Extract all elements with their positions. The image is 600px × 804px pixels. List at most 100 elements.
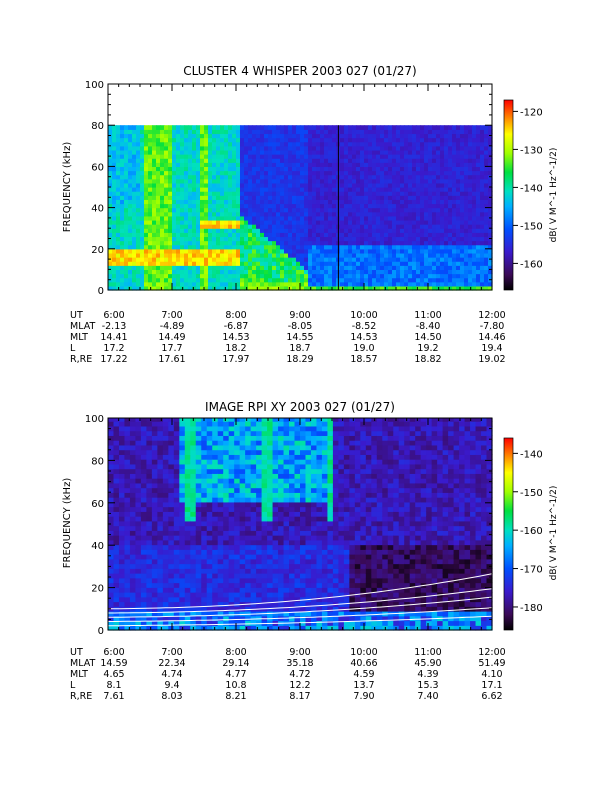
heatmap-cell <box>132 166 137 171</box>
heatmap-cell <box>113 473 119 478</box>
heatmap-cell <box>232 241 237 246</box>
heatmap-cell <box>348 228 353 233</box>
heatmap-cell <box>440 232 445 237</box>
heatmap-cell <box>130 578 136 583</box>
heatmap-cell <box>164 150 169 155</box>
heatmap-cell <box>448 212 453 217</box>
heatmap-cell <box>108 511 114 516</box>
heatmap-cell <box>468 232 473 237</box>
heatmap-cell <box>280 208 285 213</box>
heatmap-cell <box>412 154 417 159</box>
heatmap-cell <box>416 199 421 204</box>
heatmap-cell <box>208 166 213 171</box>
heatmap-cell <box>424 208 429 213</box>
heatmap-cell <box>172 162 177 167</box>
heatmap-cell <box>140 241 145 246</box>
heatmap-cell <box>312 249 317 254</box>
heatmap-cell <box>412 199 417 204</box>
heatmap-cell <box>412 133 417 138</box>
heatmap-cell <box>141 578 147 583</box>
heatmap-cell <box>148 216 153 221</box>
heatmap-cell <box>468 154 473 159</box>
heatmap-cell <box>312 208 317 213</box>
heatmap-cell <box>264 274 269 279</box>
heatmap-cell <box>188 236 193 241</box>
heatmap-cell <box>312 166 317 171</box>
heatmap-cell <box>163 516 169 521</box>
heatmap-cell <box>174 478 180 483</box>
heatmap-cell <box>420 199 425 204</box>
heatmap-cell <box>348 220 353 225</box>
heatmap-cell <box>188 265 193 270</box>
heatmap-cell <box>428 154 433 159</box>
heatmap-cell <box>176 282 181 287</box>
heatmap-cell <box>412 278 417 283</box>
heatmap-cell <box>248 179 253 184</box>
heatmap-cell <box>304 187 309 192</box>
heatmap-cell <box>368 269 373 274</box>
heatmap-cell <box>232 203 237 208</box>
heatmap-cell <box>400 220 405 225</box>
heatmap-cell <box>201 483 207 488</box>
heatmap-cell <box>176 241 181 246</box>
heatmap-cell <box>240 278 245 283</box>
heatmap-cell <box>152 253 157 258</box>
heatmap-cell <box>174 502 180 507</box>
heatmap-cell <box>124 535 130 540</box>
heatmap-cell <box>168 440 174 445</box>
heatmap-cell <box>424 142 429 147</box>
heatmap-cell <box>416 224 421 229</box>
heatmap-cell <box>468 150 473 155</box>
heatmap-cell <box>135 440 141 445</box>
heatmap-cell <box>412 203 417 208</box>
heatmap-cell <box>218 507 224 512</box>
heatmap-cell <box>164 228 169 233</box>
heatmap-cell <box>344 261 349 266</box>
heatmap-cell <box>264 146 269 151</box>
heatmap-cell <box>456 216 461 221</box>
heatmap-cell <box>196 129 201 134</box>
heatmap-cell <box>200 179 205 184</box>
heatmap-cell <box>392 269 397 274</box>
heatmap-cell <box>192 179 197 184</box>
heatmap-cell <box>480 146 485 151</box>
heatmap-cell <box>176 224 181 229</box>
heatmap-cell <box>128 278 133 283</box>
heatmap-cell <box>224 257 229 262</box>
heatmap-cell <box>168 592 174 597</box>
heatmap-cell <box>156 133 161 138</box>
heatmap-cell <box>168 559 174 564</box>
heatmap-cell <box>308 269 313 274</box>
heatmap-cell <box>179 507 185 512</box>
heatmap-cell <box>244 212 249 217</box>
heatmap-cell <box>185 597 191 602</box>
heatmap-cell <box>296 249 301 254</box>
heatmap-cell <box>248 232 253 237</box>
heatmap-cell <box>376 220 381 225</box>
heatmap-cell <box>300 175 305 180</box>
heatmap-cell <box>304 274 309 279</box>
heatmap-cell <box>272 232 277 237</box>
heatmap-cell <box>484 274 489 279</box>
heatmap-cell <box>179 540 185 545</box>
heatmap-cell <box>292 187 297 192</box>
heatmap-cell <box>404 154 409 159</box>
heatmap-cell <box>128 158 133 163</box>
heatmap-cell <box>468 195 473 200</box>
heatmap-cell <box>132 187 137 192</box>
heatmap-cell <box>340 274 345 279</box>
heatmap-cell <box>152 203 157 208</box>
heatmap-cell <box>296 158 301 163</box>
heatmap-cell <box>224 249 229 254</box>
heatmap-cell <box>372 125 377 130</box>
heatmap-cell <box>208 232 213 237</box>
heatmap-cell <box>476 138 481 143</box>
heatmap-cell <box>328 166 333 171</box>
heatmap-cell <box>128 154 133 159</box>
heatmap-cell <box>428 261 433 266</box>
heatmap-cell <box>124 492 130 497</box>
heatmap-cell <box>284 203 289 208</box>
heatmap-cell <box>476 146 481 151</box>
heatmap-cell <box>400 158 405 163</box>
heatmap-cell <box>356 158 361 163</box>
